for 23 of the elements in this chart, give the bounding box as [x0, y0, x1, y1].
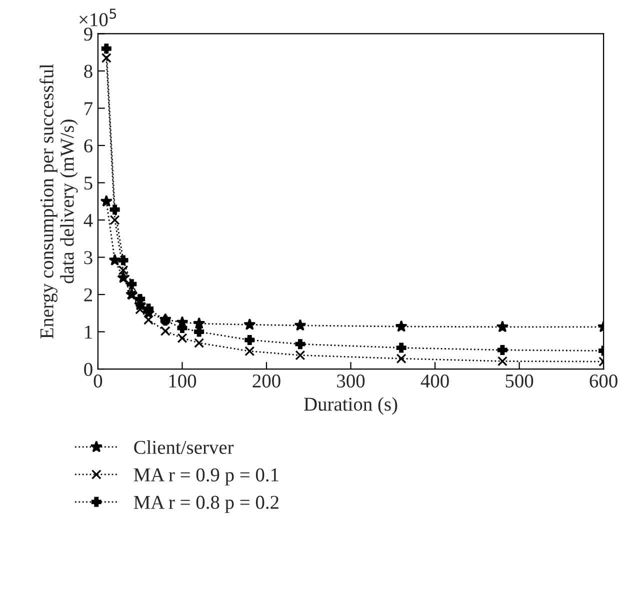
- text: ×10$^{5}$: [80, 8, 116, 26]
- x-axis-title: Duration (s): [304, 397, 398, 415]
- y-tick-label: 3: [84, 251, 92, 264]
- y-tick-label: 8: [84, 64, 92, 78]
- y-tick-label: 5: [84, 176, 92, 190]
- legend-label: MA r = 0.8 p = 0.2: [134, 496, 278, 513]
- x-tick-label: 0: [94, 374, 102, 388]
- y-axis-title: Energy consumption per successful data delivery (mW/s): [40, 64, 78, 339]
- y-tick-label: 2: [84, 288, 92, 302]
- x-tick-label: 600: [590, 374, 618, 388]
- y-tick-label: 4: [84, 214, 93, 227]
- y-tick-label: 9: [84, 28, 92, 41]
- x-tick-label: 400: [420, 374, 449, 388]
- x-tick-label: 200: [252, 374, 280, 388]
- y-tick-label: 7: [84, 102, 93, 115]
- y-tick-label: 6: [84, 139, 93, 152]
- y-tick-label: 0: [84, 362, 92, 376]
- x-tick-label: 300: [337, 374, 365, 388]
- x-tick-label: 500: [506, 374, 534, 388]
- legend-label: MA r = 0.9 p = 0.1: [134, 468, 278, 486]
- y-tick-label: 1: [85, 326, 92, 339]
- x-tick-label: 100: [169, 374, 196, 388]
- legend-label: Client/server: [134, 440, 234, 454]
